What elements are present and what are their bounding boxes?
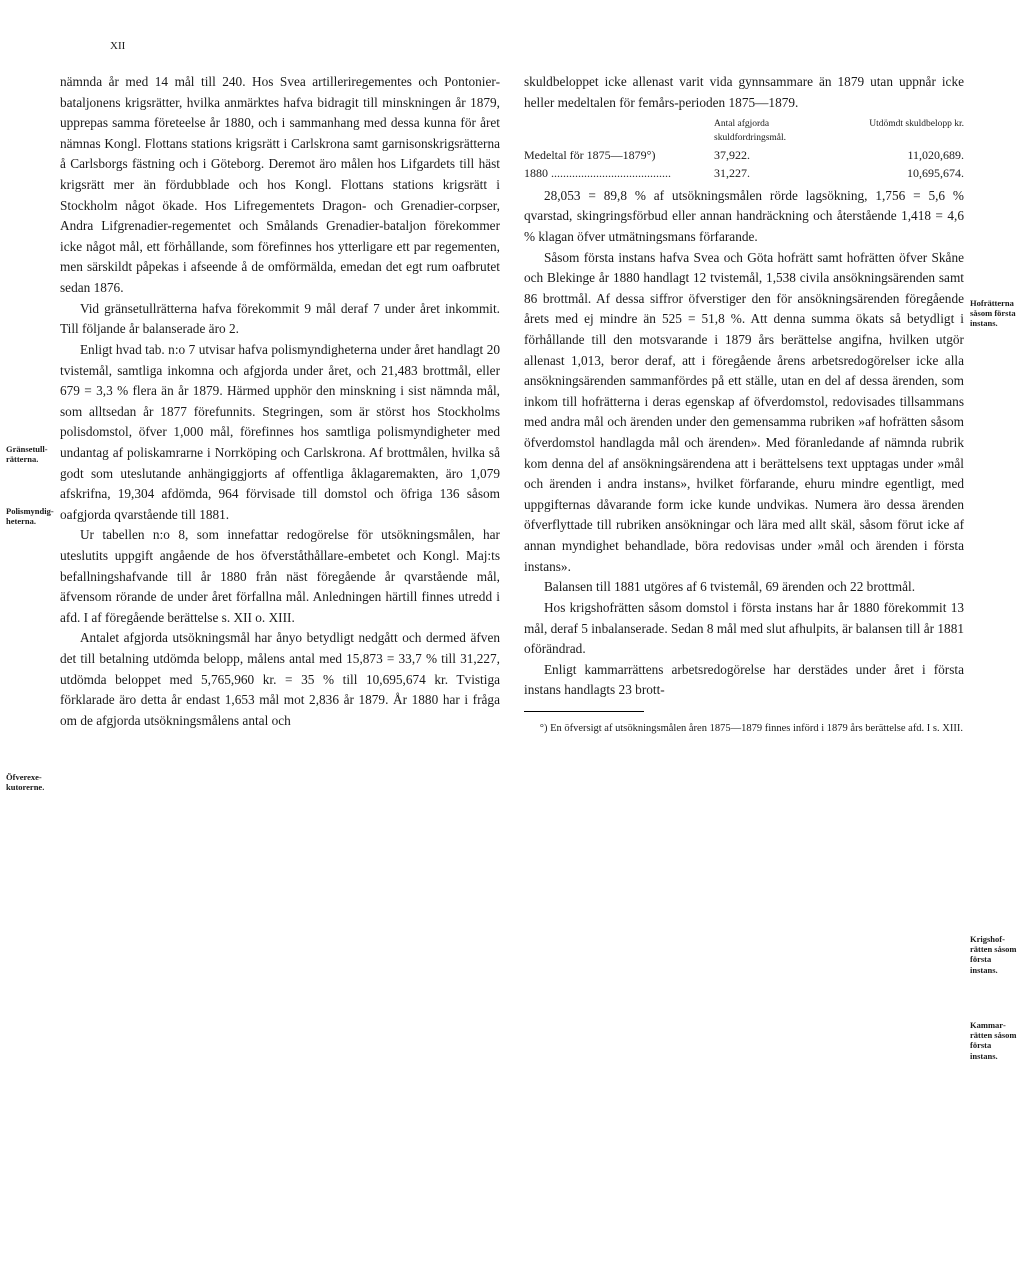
- right-p6: Enligt kammarrättens arbetsredogörelse h…: [524, 660, 964, 701]
- stat-r2-c1: 31,227.: [714, 164, 804, 182]
- right-p2: 28,053 = 89,8 % af utsökningsmålen rörde…: [524, 186, 964, 248]
- stat-table: Antal afgjorda skuldfordringsmål. Utdömd…: [524, 117, 964, 182]
- left-column: nämnda år med 14 mål till 240. Hos Svea …: [60, 72, 500, 747]
- right-p5: Hos krigshofrätten såsom domstol i först…: [524, 598, 964, 660]
- stat-h2: Utdömdt skuldbelopp kr.: [804, 117, 964, 146]
- right-p1: skuldbeloppet icke allenast varit vida g…: [524, 72, 964, 113]
- margin-note-kammar: Kammar­rätten så­som första instans.: [970, 1020, 1020, 1061]
- stat-r1-c2: 11,020,689.: [804, 146, 964, 164]
- stat-row-1: Medeltal för 1875—1879°) 37,922. 11,020,…: [524, 146, 964, 164]
- margin-note-krigshof: Krigshof­rätten så­som första instans.: [970, 934, 1020, 975]
- left-p3: Enligt hvad tab. n:o 7 utvisar hafva pol…: [60, 340, 500, 525]
- footnote-text: °) En öfversigt af utsökningsmålen åren …: [524, 722, 964, 736]
- two-column-layout: nämnda år med 14 mål till 240. Hos Svea …: [60, 72, 964, 747]
- left-p5: Antalet afgjorda utsökningsmål har ånyo …: [60, 628, 500, 731]
- right-column: skuldbeloppet icke allenast varit vida g…: [524, 72, 964, 747]
- stat-r1-c1: 37,922.: [714, 146, 804, 164]
- footnote-rule: [524, 711, 644, 712]
- right-p4: Balansen till 1881 utgöres af 6 tvistemå…: [524, 577, 964, 598]
- stat-r2-label: 1880 ...................................…: [524, 164, 714, 182]
- margin-note-polis: Polis­myndig­heterna.: [6, 506, 56, 526]
- stat-header-row: Antal afgjorda skuldfordringsmål. Utdömd…: [524, 117, 964, 146]
- stat-r1-label: Medeltal för 1875—1879°): [524, 146, 714, 164]
- right-p3: Såsom första instans hafva Svea och Göta…: [524, 248, 964, 578]
- page-number: XII: [110, 40, 964, 52]
- left-p2: Vid gränsetullrätterna hafva förekommit …: [60, 299, 500, 340]
- margin-note-hofrat: Hofrät­terna så­som första instans.: [970, 298, 1020, 329]
- stat-r2-c2: 10,695,674.: [804, 164, 964, 182]
- stat-h1: Antal afgjorda skuldfordringsmål.: [714, 117, 804, 146]
- left-p4: Ur tabellen n:o 8, som innefattar redogö…: [60, 525, 500, 628]
- margin-note-ofverexe: Öfverexe­kutorerne.: [6, 772, 56, 792]
- margin-note-granse: Gränse­tull­rätterna.: [6, 444, 56, 464]
- stat-row-2: 1880 ...................................…: [524, 164, 964, 182]
- left-p1: nämnda år med 14 mål till 240. Hos Svea …: [60, 72, 500, 299]
